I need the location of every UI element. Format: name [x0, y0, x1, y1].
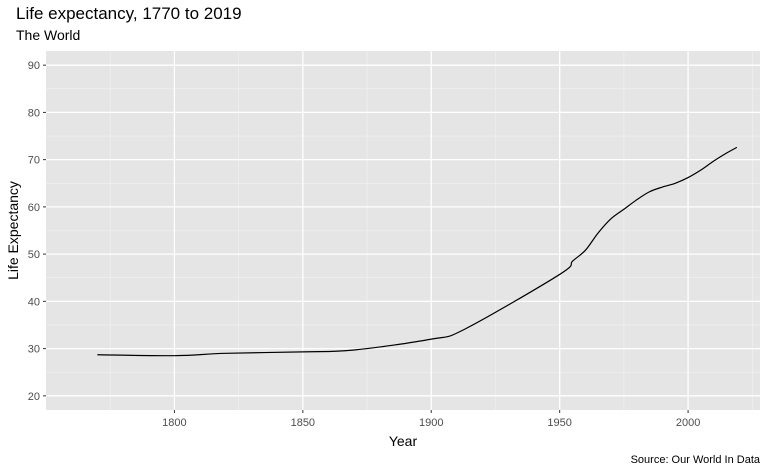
y-tick-label: 80: [28, 107, 40, 119]
x-tick-label: 1850: [291, 417, 315, 429]
x-axis: 1800 1850 1900 1950 2000: [162, 410, 700, 429]
y-tick-label: 70: [28, 155, 40, 167]
y-tick-label: 60: [28, 202, 40, 214]
x-tick-label: 1800: [162, 417, 186, 429]
x-axis-title: Year: [389, 433, 418, 449]
y-tick-label: 50: [28, 249, 40, 261]
chart-title: Life expectancy, 1770 to 2019: [16, 4, 242, 23]
chart-subtitle: The World: [16, 27, 81, 43]
y-tick-label: 20: [28, 391, 40, 403]
life-expectancy-line: [97, 146, 738, 357]
minor-gridlines: [46, 51, 760, 410]
x-tick-label: 1900: [419, 417, 443, 429]
y-axis-title: Life Expectancy: [5, 181, 21, 280]
y-tick-label: 30: [28, 344, 40, 356]
y-tick-label: 40: [28, 296, 40, 308]
major-gridlines: [46, 51, 760, 410]
source-caption: Source: Our World In Data: [630, 454, 760, 466]
x-tick-label: 2000: [676, 417, 700, 429]
x-tick-label: 1950: [547, 417, 571, 429]
y-tick-label: 90: [28, 60, 40, 72]
y-axis: 20 30 40 50 60 70 80 90: [28, 60, 46, 403]
